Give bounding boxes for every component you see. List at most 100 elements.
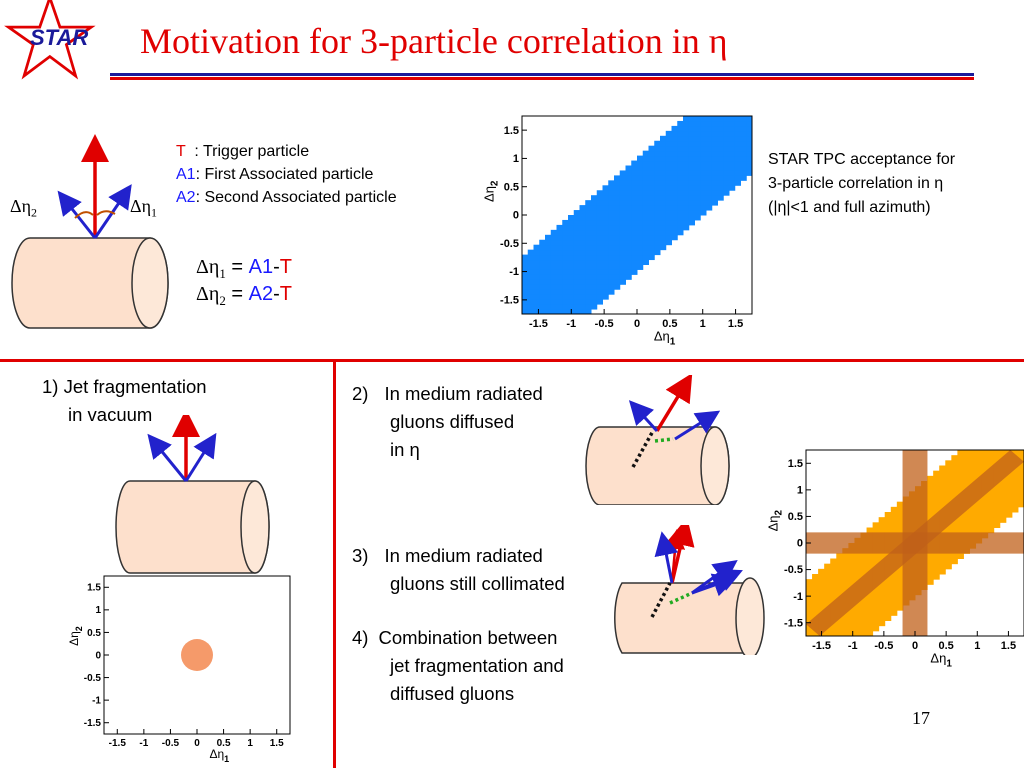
acceptance-cell — [660, 244, 667, 251]
acceptance-cell — [677, 180, 684, 186]
x-tick-label: -1.5 — [812, 640, 831, 652]
acceptance-cell — [683, 224, 690, 231]
acceptance-cell — [579, 294, 586, 300]
acceptance-cell — [694, 155, 701, 162]
acceptance-cell — [677, 215, 684, 221]
acceptance-cell — [963, 527, 970, 534]
acceptance-cell — [957, 553, 964, 559]
acceptance-cell — [642, 239, 649, 246]
acceptance-cell — [568, 274, 575, 280]
acceptance-cell — [860, 620, 868, 627]
acceptance-cell — [717, 125, 724, 132]
acceptance-cell — [602, 289, 609, 295]
acceptance-cell — [927, 475, 934, 482]
acceptance-cell — [522, 254, 529, 261]
acceptance-cell — [648, 180, 655, 186]
acceptance-cell — [706, 190, 713, 196]
acceptance-cell — [993, 506, 1001, 513]
x-axis-label: Δη1 — [654, 328, 676, 347]
acceptance-cell — [878, 553, 886, 559]
acceptance-cell — [648, 160, 655, 166]
acceptance-cell — [625, 239, 632, 246]
acceptance-cell — [608, 249, 615, 256]
acceptance-cell — [896, 599, 904, 606]
acceptance-cell — [969, 517, 977, 523]
acceptance-cell — [648, 190, 655, 196]
acceptance-cell — [706, 205, 713, 211]
acceptance-cell — [711, 170, 718, 176]
acceptance-cell — [999, 496, 1007, 503]
acceptance-cell — [700, 190, 707, 196]
acceptance-cell — [890, 605, 898, 611]
acceptance-cell — [596, 249, 603, 256]
acceptance-cell — [717, 185, 724, 191]
acceptance-cell — [573, 239, 580, 246]
acceptance-cell — [806, 605, 813, 611]
acceptance-cell — [734, 160, 741, 166]
acceptance-cell — [665, 180, 672, 186]
acceptance-cell — [591, 284, 598, 290]
acceptance-cell — [694, 170, 701, 176]
acceptance-cell — [884, 615, 892, 621]
acceptance-cell — [648, 170, 655, 176]
acceptance-cell — [740, 120, 747, 127]
acceptance-cell — [585, 264, 592, 270]
acceptance-cell — [981, 527, 989, 534]
acceptance-cell — [746, 165, 753, 171]
acceptance-cell — [637, 195, 644, 201]
acceptance-cell — [683, 195, 690, 201]
acceptance-cell — [533, 259, 540, 265]
acceptance-cell — [660, 160, 667, 166]
acceptance-cell — [878, 584, 886, 590]
acceptance-cell — [836, 574, 843, 580]
acceptance-cell — [596, 215, 603, 221]
acceptance-cell — [806, 579, 813, 585]
angle-arc-2 — [74, 211, 94, 219]
acceptance-cell — [671, 219, 678, 226]
acceptance-cell — [975, 460, 983, 466]
acceptance-cell — [608, 215, 615, 221]
acceptance-cell — [933, 553, 940, 559]
acceptance-cell — [806, 615, 813, 621]
acceptance-cell — [556, 249, 563, 256]
acceptance-cell — [573, 224, 580, 231]
acceptance-cell — [683, 155, 690, 162]
acceptance-cell — [545, 289, 552, 295]
acceptance-cell — [522, 309, 529, 315]
acceptance-cell — [602, 190, 609, 196]
acceptance-cell — [842, 553, 849, 559]
acceptance-cell — [951, 465, 958, 472]
acceptance-cell — [975, 527, 983, 534]
acceptance-cell — [969, 475, 977, 482]
acceptance-cell — [602, 234, 609, 241]
acceptance-cell — [527, 299, 534, 305]
acceptance-cell — [556, 274, 563, 280]
acceptance-cell — [683, 130, 690, 137]
acceptance-cell — [717, 140, 724, 147]
acceptance-cell — [1005, 501, 1013, 508]
acceptance-cell — [556, 304, 563, 310]
acceptance-cell — [993, 501, 1001, 508]
y-tick-label: -0.5 — [84, 673, 102, 684]
acceptance-cell — [842, 630, 849, 637]
acceptance-cell — [579, 269, 586, 275]
acceptance-cell — [945, 460, 952, 466]
acceptance-cell — [608, 289, 615, 295]
acceptance-cell — [806, 599, 813, 606]
acceptance-cell — [854, 610, 861, 616]
acceptance-cell — [539, 239, 546, 246]
acceptance-cell — [746, 125, 753, 132]
acceptance-cell — [625, 195, 632, 201]
acceptance-cell — [585, 244, 592, 251]
acceptance-cell — [860, 625, 868, 632]
acceptance-cell — [734, 116, 741, 122]
acceptance-cell — [711, 140, 718, 147]
acceptance-cell — [602, 195, 609, 201]
y-tick-label: -0.5 — [784, 564, 803, 576]
acceptance-cell — [619, 269, 626, 275]
acceptance-cell — [872, 605, 880, 611]
a2-arrow — [57, 190, 97, 239]
acceptance-cell — [602, 259, 609, 265]
acceptance-cell — [694, 150, 701, 157]
scenario-1-title: 1) Jet fragmentation in vacuum — [42, 376, 207, 425]
